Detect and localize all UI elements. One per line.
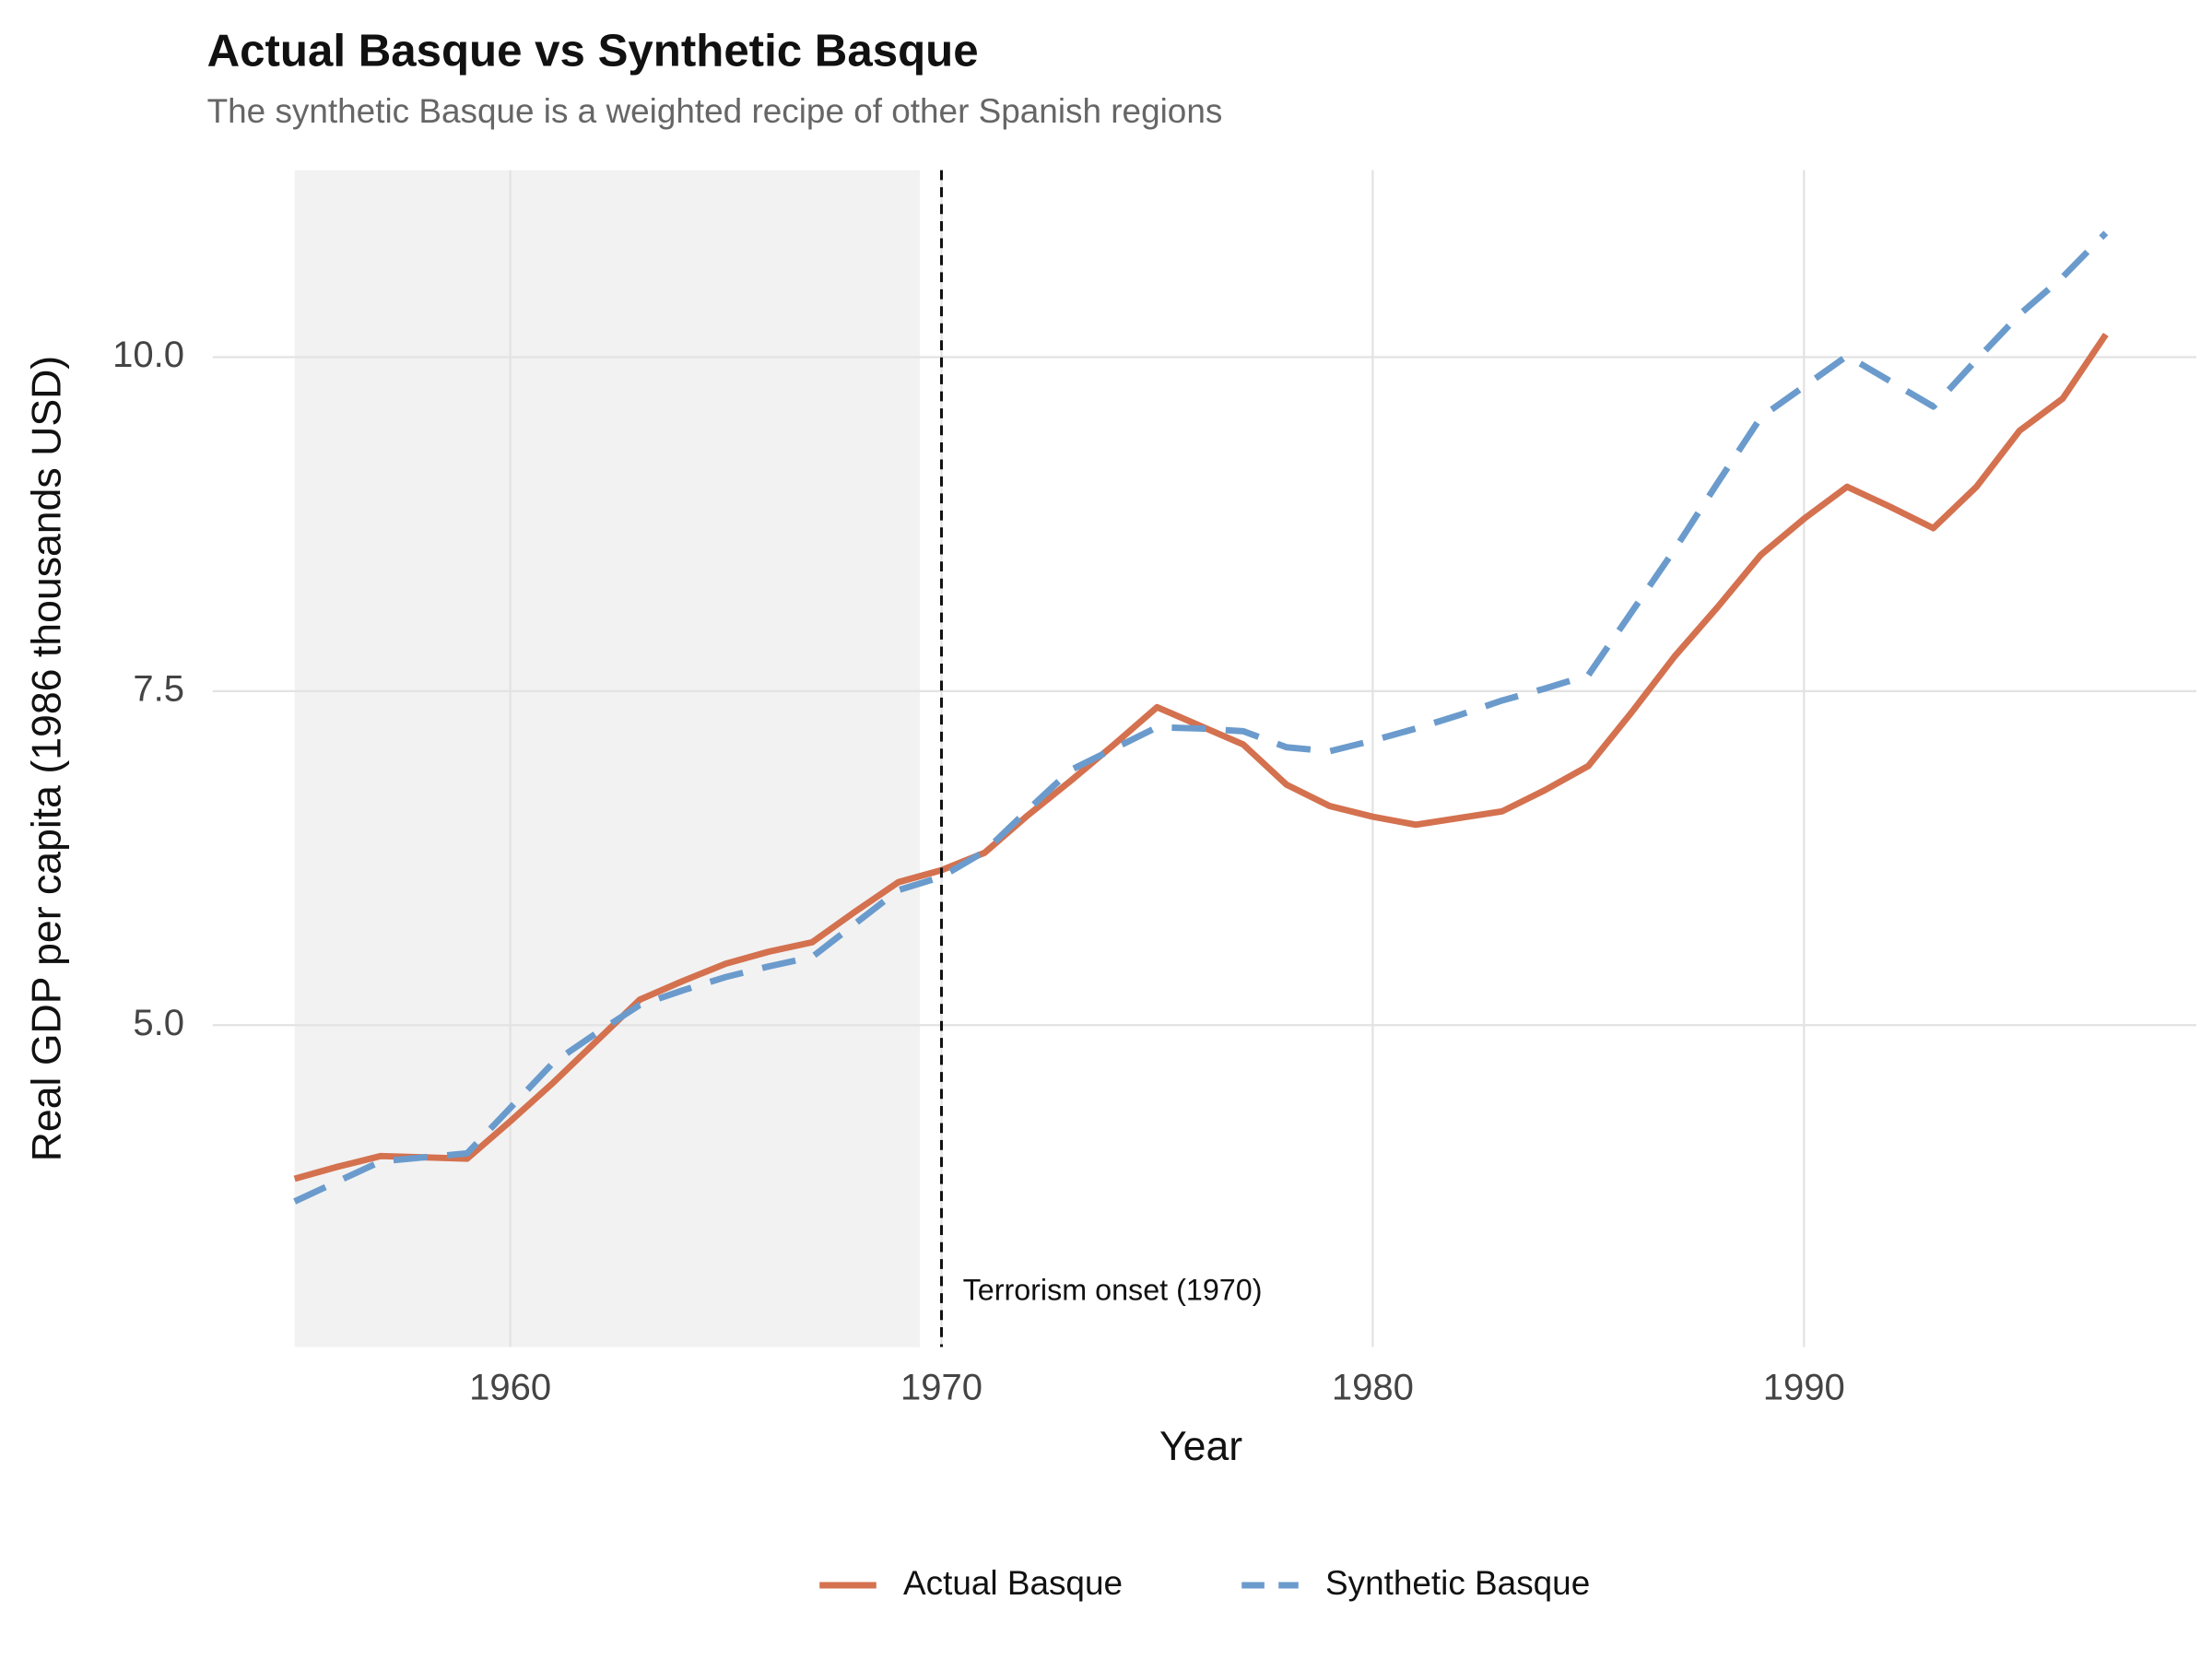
series-line (293, 230, 2109, 1205)
chart-title: Actual Basque vs Synthetic Basque (207, 25, 979, 76)
y-tick-label: 10.0 (112, 335, 184, 375)
y-tick-label: 5.0 (133, 1003, 184, 1043)
x-tick-label: 1960 (469, 1367, 551, 1407)
chart-subtitle: The synthetic Basque is a weighted recip… (207, 92, 1223, 130)
legend-label: Synthetic Basque (1325, 1564, 1590, 1602)
y-axis-label: Real GDP per capita (1986 thousands USD) (25, 356, 70, 1161)
x-tick-label: 1980 (1332, 1367, 1414, 1407)
x-axis-label: Year (1159, 1424, 1242, 1469)
x-tick-label: 1970 (900, 1367, 982, 1407)
annotation: Terrorism onset (1970) (963, 1274, 1263, 1307)
legend-label: Actual Basque (903, 1564, 1123, 1602)
shaded-region (294, 170, 921, 1347)
y-tick-label: 7.5 (133, 668, 184, 709)
x-tick-label: 1990 (1763, 1367, 1845, 1407)
